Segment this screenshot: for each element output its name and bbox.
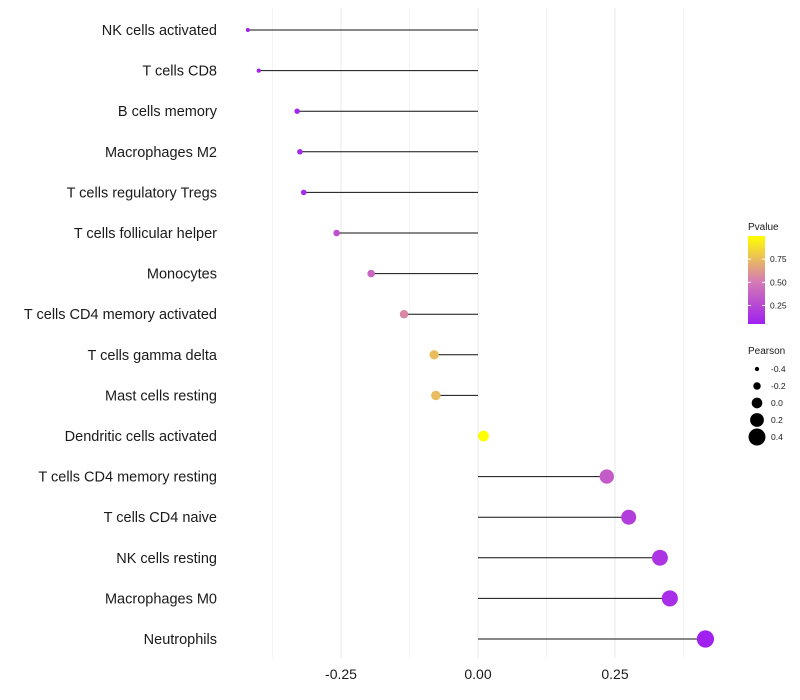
- category-label: Macrophages M0: [105, 591, 217, 607]
- data-point: [696, 630, 715, 648]
- data-point: [429, 350, 439, 360]
- data-point: [367, 269, 375, 278]
- category-label: T cells regulatory Tregs: [67, 185, 217, 201]
- pvalue-legend: Pvalue 0.75 0.50 0.25: [748, 222, 787, 324]
- data-point: [297, 149, 303, 155]
- data-point: [256, 68, 261, 73]
- pearson-tick-label: -0.4: [771, 364, 786, 374]
- pearson-legend: Pearson -0.4 -0.2 0.0 0.2 0.4: [748, 346, 786, 446]
- pearson-size-key: [753, 382, 761, 390]
- pvalue-tick-label: 0.50: [770, 277, 787, 287]
- category-label: NK cells resting: [116, 551, 217, 567]
- data-point: [245, 28, 250, 32]
- pearson-size-key: [750, 413, 764, 427]
- data-point: [621, 509, 637, 525]
- data-point: [661, 590, 678, 607]
- category-label: T cells CD4 memory resting: [38, 470, 217, 486]
- category-label: T cells CD8: [142, 64, 217, 80]
- lollipop-stems: [247, 29, 706, 640]
- pearson-tick-label: -0.2: [771, 381, 786, 391]
- x-axis-tick-labels: -0.25 0.00 0.25: [325, 666, 629, 682]
- data-point: [333, 229, 340, 237]
- category-labels: NK cells activated T cells CD8 B cells mem…: [24, 23, 218, 648]
- pearson-legend-title: Pearson: [748, 346, 785, 357]
- category-label: Neutrophils: [144, 632, 217, 648]
- category-label: T cells follicular helper: [74, 226, 217, 242]
- pearson-tick-label: 0.4: [771, 432, 783, 442]
- pvalue-legend-title: Pvalue: [748, 222, 779, 233]
- data-point: [599, 469, 614, 484]
- x-tick-label: 0.00: [464, 666, 491, 682]
- x-tick-label: -0.25: [325, 666, 357, 682]
- category-label: T cells CD4 naive: [104, 510, 217, 526]
- data-point: [651, 549, 668, 566]
- category-label: Dendritic cells activated: [65, 429, 217, 445]
- pearson-tick-label: 0.0: [771, 398, 783, 408]
- data-point: [478, 430, 489, 442]
- pvalue-tick-label: 0.25: [770, 300, 787, 310]
- data-point: [431, 390, 441, 401]
- category-label: Monocytes: [147, 267, 217, 283]
- lollipop-points: [245, 28, 715, 648]
- category-label: T cells gamma delta: [88, 348, 218, 364]
- x-tick-label: 0.25: [601, 666, 628, 682]
- pearson-size-key: [754, 366, 760, 372]
- pearson-size-key: [751, 397, 763, 409]
- data-point: [294, 108, 300, 114]
- pearson-size-key: [748, 428, 766, 446]
- category-label: Mast cells resting: [105, 388, 217, 404]
- pvalue-legend-ticks: 0.75 0.50 0.25: [748, 254, 787, 310]
- category-label: B cells memory: [118, 104, 218, 120]
- data-point: [300, 189, 307, 196]
- grid-lines: [272, 8, 684, 658]
- category-label: Macrophages M2: [105, 145, 217, 161]
- data-point: [399, 309, 409, 319]
- pvalue-colorbar: [748, 236, 765, 324]
- category-label: T cells CD4 memory activated: [24, 307, 217, 323]
- pvalue-tick-label: 0.75: [770, 254, 787, 264]
- pearson-tick-label: 0.2: [771, 415, 783, 425]
- category-label: NK cells activated: [102, 23, 217, 39]
- pearson-legend-keys: -0.4 -0.2 0.0 0.2 0.4: [748, 364, 786, 446]
